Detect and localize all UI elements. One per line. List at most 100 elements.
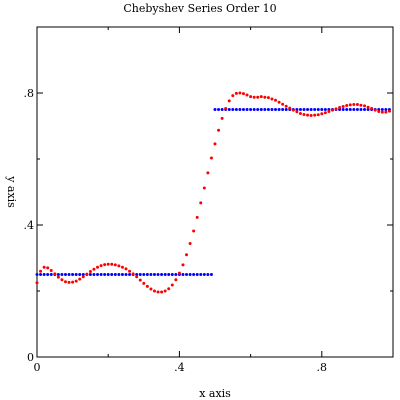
chebyshev-point xyxy=(195,215,199,219)
step-point xyxy=(234,108,238,111)
chebyshev-point xyxy=(160,290,164,294)
chebyshev-point xyxy=(120,265,124,269)
step-point xyxy=(227,108,231,111)
chebyshev-point xyxy=(181,263,185,267)
x-tick-label: 0 xyxy=(34,361,41,374)
step-point xyxy=(270,108,274,111)
chebyshev-point xyxy=(256,95,260,99)
chebyshev-point xyxy=(49,269,53,273)
step-point xyxy=(252,108,256,111)
chebyshev-point xyxy=(245,93,249,97)
chebyshev-point xyxy=(206,171,210,175)
step-point xyxy=(42,273,46,276)
chebyshev-point xyxy=(281,102,285,106)
step-point xyxy=(249,108,253,111)
chebyshev-point xyxy=(298,111,302,115)
chebyshev-point xyxy=(60,278,64,282)
chebyshev-point xyxy=(42,265,46,269)
step-point xyxy=(363,108,367,111)
step-point xyxy=(213,108,217,111)
x-tick-label: .8 xyxy=(317,361,328,374)
step-point xyxy=(120,273,124,276)
chebyshev-point xyxy=(270,97,274,101)
step-point xyxy=(60,273,64,276)
chebyshev-point xyxy=(288,106,292,110)
step-point xyxy=(106,273,110,276)
chebyshev-point xyxy=(327,109,331,113)
chebyshev-point xyxy=(92,267,96,271)
chebyshev-point xyxy=(124,267,128,271)
chebyshev-point xyxy=(96,265,100,269)
step-point xyxy=(195,273,199,276)
chebyshev-point xyxy=(231,94,235,98)
chebyshev-point xyxy=(74,279,78,283)
step-point xyxy=(220,108,224,111)
chebyshev-point xyxy=(110,262,114,266)
step-point xyxy=(188,273,192,276)
chebyshev-point xyxy=(370,107,374,111)
chebyshev-point xyxy=(306,113,310,117)
step-point xyxy=(160,273,164,276)
step-point xyxy=(263,108,267,111)
chebyshev-point xyxy=(149,287,153,291)
y-tick-label: .4 xyxy=(24,219,35,232)
chart-title: Chebyshev Series Order 10 xyxy=(123,2,276,15)
chebyshev-point xyxy=(199,201,203,205)
step-point xyxy=(217,108,221,111)
step-point xyxy=(306,108,310,111)
chebyshev-point xyxy=(113,263,117,267)
step-point xyxy=(138,273,142,276)
step-point xyxy=(99,273,103,276)
step-point xyxy=(316,108,320,111)
step-point xyxy=(199,273,203,276)
step-point xyxy=(49,273,53,276)
step-point xyxy=(384,108,388,111)
step-point xyxy=(110,273,114,276)
step-point xyxy=(170,273,174,276)
chebyshev-point xyxy=(359,103,363,107)
chebyshev-point xyxy=(366,105,370,109)
step-point xyxy=(359,108,363,111)
step-point xyxy=(241,108,245,111)
chebyshev-point xyxy=(387,109,391,113)
step-point xyxy=(323,108,327,111)
chebyshev-point xyxy=(295,110,299,114)
step-point xyxy=(39,273,43,276)
step-point xyxy=(231,108,235,111)
chebyshev-point xyxy=(128,269,132,273)
chebyshev-point xyxy=(39,269,43,273)
step-point xyxy=(167,273,171,276)
step-point xyxy=(345,108,349,111)
step-point xyxy=(209,273,213,276)
chebyshev-point xyxy=(174,278,178,282)
step-point xyxy=(274,108,278,111)
chebyshev-point xyxy=(46,266,50,270)
chebyshev-point xyxy=(345,104,349,108)
chebyshev-point xyxy=(103,263,107,267)
step-point xyxy=(302,108,306,111)
step-point xyxy=(92,273,96,276)
step-point xyxy=(181,273,185,276)
step-point xyxy=(96,273,100,276)
step-point xyxy=(156,273,160,276)
chebyshev-point xyxy=(341,105,345,109)
step-point xyxy=(355,108,359,111)
chebyshev-point xyxy=(323,111,327,115)
x-tick-label: .4 xyxy=(174,361,185,374)
step-point xyxy=(88,273,92,276)
chebyshev-point xyxy=(142,281,146,285)
chebyshev-point xyxy=(185,253,189,257)
step-point xyxy=(117,273,121,276)
step-point xyxy=(313,108,317,111)
chebyshev-point xyxy=(163,289,167,293)
step-point xyxy=(256,108,260,111)
chebyshev-point xyxy=(53,272,57,276)
step-point xyxy=(245,108,249,111)
step-point xyxy=(341,108,345,111)
chebyshev-point xyxy=(152,289,156,293)
step-point xyxy=(163,273,167,276)
step-point xyxy=(103,273,107,276)
chebyshev-point xyxy=(373,108,377,112)
step-point xyxy=(295,108,299,111)
step-point xyxy=(81,273,85,276)
